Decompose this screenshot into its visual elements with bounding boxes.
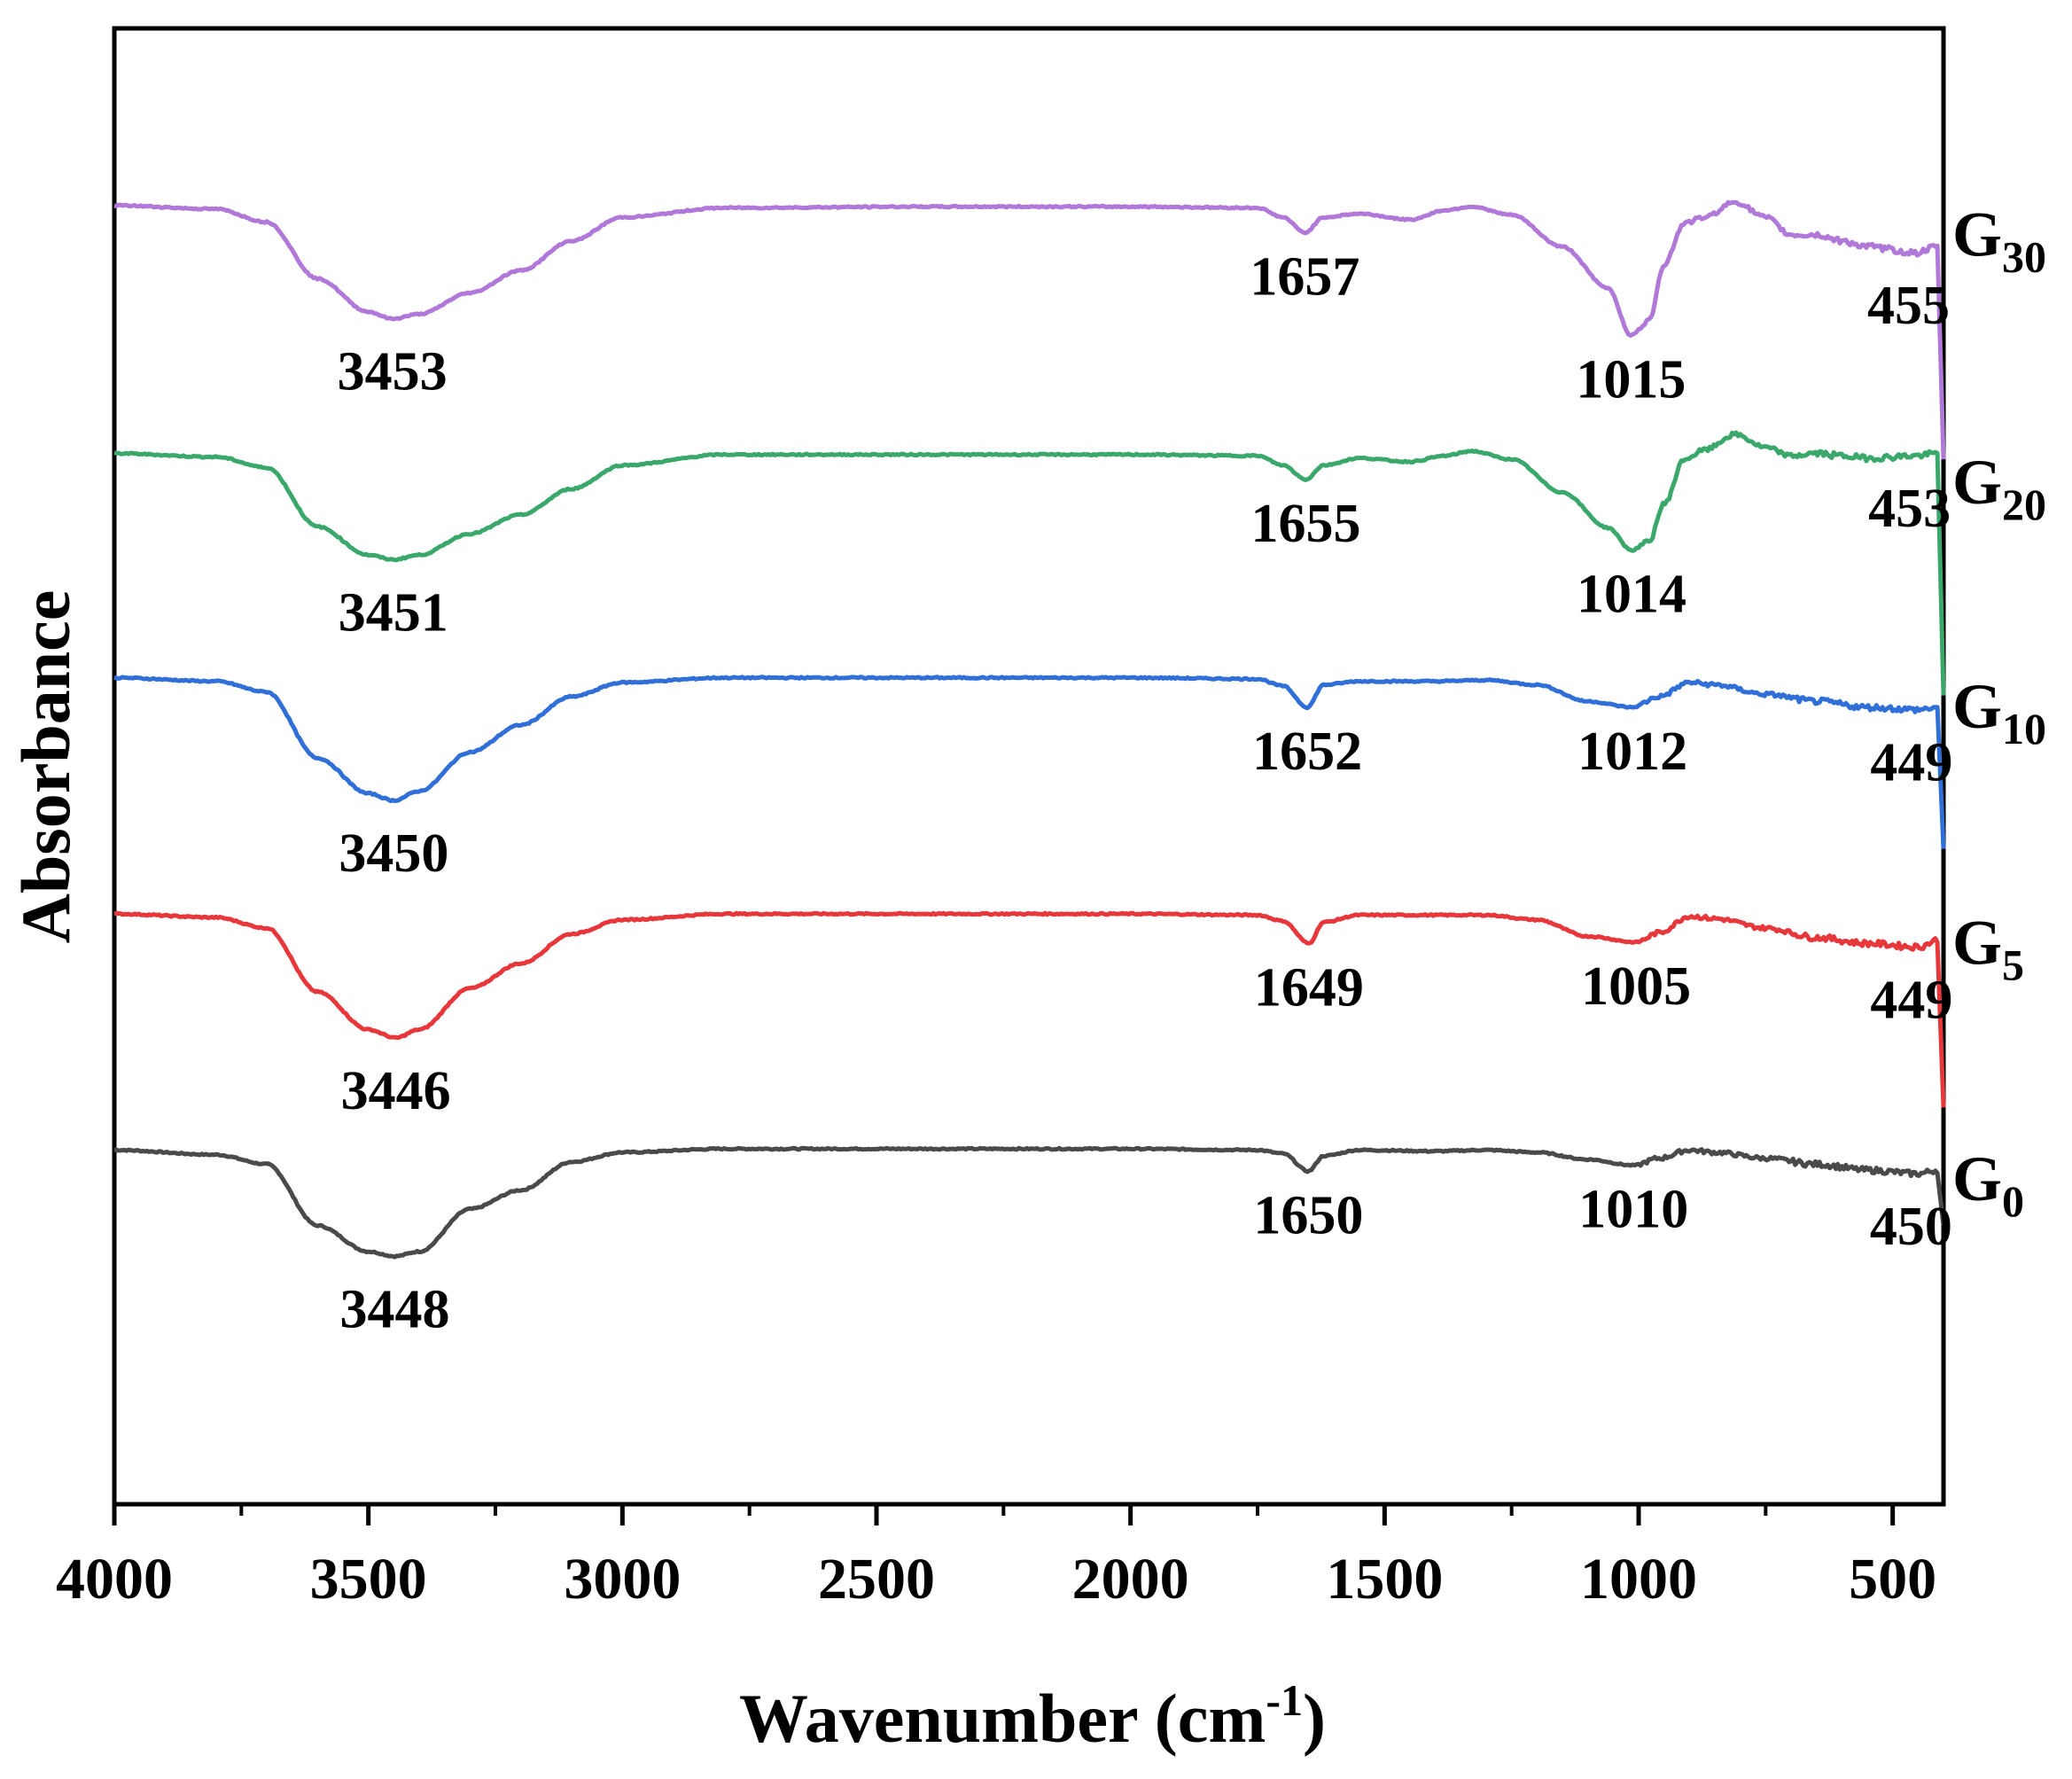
peak-label: 3446 xyxy=(341,1061,451,1121)
y-axis-title: Absorbance xyxy=(7,590,84,944)
series-line-G30 xyxy=(113,199,1946,460)
peak-label: 453 xyxy=(1868,479,1951,539)
peak-label: 1014 xyxy=(1577,565,1686,625)
series-label-G5: G5 xyxy=(1952,908,2024,990)
peak-label: 1005 xyxy=(1581,956,1691,1017)
peak-label: 3453 xyxy=(338,342,448,402)
peak-label: 1652 xyxy=(1252,722,1362,782)
series-layer xyxy=(113,199,1946,1260)
x-axis-title-text: Wavenumber (cm xyxy=(739,1680,1266,1757)
peak-label: 3451 xyxy=(339,582,448,643)
peak-label: 1010 xyxy=(1578,1180,1688,1240)
series-label-G0: G0 xyxy=(1952,1143,2024,1226)
x-tick-label: 1000 xyxy=(1580,1547,1697,1611)
peak-label: 1649 xyxy=(1254,957,1364,1018)
plot-frame xyxy=(112,26,1946,1507)
series-labels: G0 G5 G10 G20 G30 xyxy=(1952,199,2046,1226)
series-label-G20: G20 xyxy=(1952,447,2046,529)
x-tick-label: 500 xyxy=(1849,1547,1936,1611)
peak-label: 1015 xyxy=(1576,349,1686,410)
peak-label: 1655 xyxy=(1250,494,1360,554)
x-tick-label: 3000 xyxy=(564,1547,681,1611)
peak-label: 449 xyxy=(1870,970,1952,1030)
x-axis-title-sup: -1 xyxy=(1266,1675,1303,1725)
x-tick-label: 2500 xyxy=(818,1547,935,1611)
x-tick-label: 2000 xyxy=(1072,1547,1189,1611)
series-label-G30: G30 xyxy=(1952,199,2046,281)
peak-label: 1657 xyxy=(1250,246,1359,307)
peak-labels: 3448 1650 1010 450 3446 1649 1005 449 3450 1652 10… xyxy=(338,246,1953,1339)
x-axis-title-close: ) xyxy=(1303,1680,1326,1757)
peak-label: 1650 xyxy=(1253,1185,1363,1245)
peak-label: 449 xyxy=(1870,733,1952,793)
peak-label: 3448 xyxy=(339,1279,449,1339)
peak-label: 1012 xyxy=(1577,722,1687,782)
peak-label: 450 xyxy=(1870,1197,1952,1257)
peak-label: 3450 xyxy=(339,823,448,884)
series-line-G5 xyxy=(113,910,1946,1108)
series-line-G0 xyxy=(113,1145,1946,1260)
x-tick-label: 1500 xyxy=(1326,1547,1443,1611)
x-tick-label: 4000 xyxy=(56,1547,173,1611)
series-line-G10 xyxy=(113,675,1946,849)
series-line-G20 xyxy=(113,430,1946,696)
x-tick-label: 3500 xyxy=(310,1547,427,1611)
peak-label: 455 xyxy=(1867,276,1950,336)
x-axis-ticks: 4000 3500 3000 2500 2000 1500 1000 500 xyxy=(56,1504,1936,1611)
series-label-G10: G10 xyxy=(1952,671,2046,753)
x-axis-title: Wavenumber (cm-1) xyxy=(739,1675,1326,1757)
